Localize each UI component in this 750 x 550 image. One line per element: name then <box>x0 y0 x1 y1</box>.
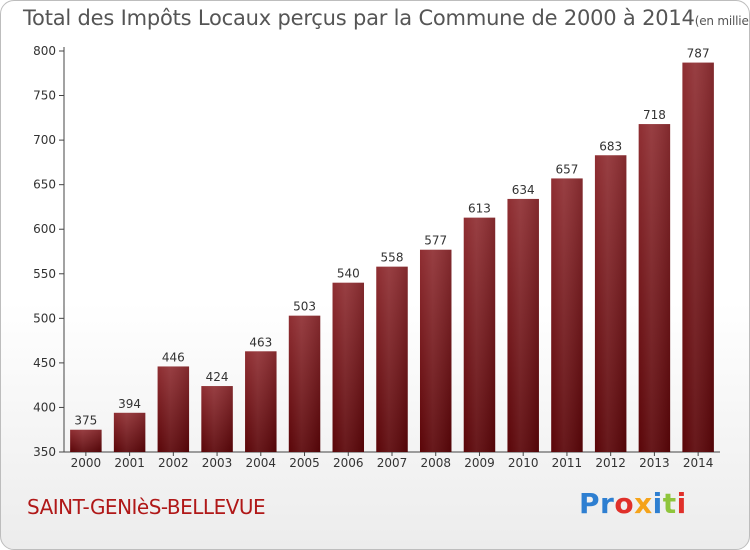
data-label: 424 <box>206 370 229 384</box>
x-tick-label: 2009 <box>464 456 495 470</box>
x-tick-label: 2006 <box>333 456 364 470</box>
y-tick-label: 800 <box>33 44 56 58</box>
data-label: 787 <box>687 47 710 61</box>
x-tick-label: 2004 <box>246 456 277 470</box>
data-label: 446 <box>162 350 185 364</box>
data-label: 613 <box>468 202 491 216</box>
x-tick-label: 2012 <box>595 456 626 470</box>
data-label: 657 <box>555 162 578 176</box>
data-label: 463 <box>249 335 272 349</box>
data-label: 718 <box>643 108 666 122</box>
bar-shading <box>682 62 714 453</box>
chart-title: Total des Impôts Locaux perçus par la Co… <box>23 6 749 30</box>
bar-shading <box>201 386 233 452</box>
data-label: 577 <box>424 234 447 248</box>
y-tick-label: 400 <box>33 400 56 414</box>
bar-shading <box>551 178 583 452</box>
chart-labels: 2000 375 2001 394 2002 446 2003 424 2004 463 2005 5… <box>71 47 714 470</box>
y-tick-label: 500 <box>33 311 56 325</box>
x-tick-label: 2013 <box>639 456 670 470</box>
bar-shading <box>594 155 627 452</box>
x-tick-label: 2008 <box>420 456 451 470</box>
chart-bars <box>70 62 714 453</box>
x-tick-label: 2014 <box>683 456 714 470</box>
bar-shading <box>288 315 321 452</box>
y-tick-label: 650 <box>33 178 56 192</box>
data-label: 558 <box>381 251 404 265</box>
bar-shading <box>463 217 496 452</box>
data-label: 375 <box>74 414 97 428</box>
x-tick-label: 2011 <box>552 456 583 470</box>
y-tick-label: 750 <box>33 89 56 103</box>
chart-title-text: Total des Impôts Locaux perçus par la Co… <box>23 6 695 30</box>
chart-axes: 350 400 450 500 550 600 650 700 750 800 <box>33 44 720 459</box>
logo-part: Pr <box>579 487 615 520</box>
bar-shading <box>245 351 277 452</box>
logo-part: i <box>652 487 663 520</box>
bar-shading <box>332 282 365 452</box>
data-label: 634 <box>512 183 535 197</box>
data-label: 503 <box>293 300 316 314</box>
logo-part: x <box>634 487 653 520</box>
logo-part: i <box>676 487 687 520</box>
y-tick-label: 600 <box>33 222 56 236</box>
bar-shading <box>419 249 452 452</box>
y-tick-label: 350 <box>33 445 56 459</box>
x-tick-label: 2001 <box>114 456 145 470</box>
bar-shading <box>507 198 539 452</box>
commune-name: SAINT-GENIèS-BELLEVUE <box>27 495 266 519</box>
x-tick-label: 2000 <box>71 456 102 470</box>
x-tick-label: 2005 <box>289 456 320 470</box>
logo-part: t <box>662 487 677 520</box>
x-tick-label: 2010 <box>508 456 539 470</box>
bar-shading <box>376 266 408 452</box>
y-tick-label: 700 <box>33 133 56 147</box>
bar-shading <box>113 412 146 452</box>
data-label: 683 <box>599 139 622 153</box>
data-label: 540 <box>337 267 360 281</box>
logo-part: o <box>614 487 635 520</box>
y-tick-label: 550 <box>33 267 56 281</box>
data-label: 394 <box>118 397 141 411</box>
bar-shading <box>638 124 671 453</box>
x-tick-label: 2002 <box>158 456 189 470</box>
proxiti-logo: Proxiti <box>579 487 687 520</box>
bar-shading <box>157 366 190 452</box>
chart-title-unit: (en milliers d'€) <box>694 14 749 28</box>
y-tick-label: 450 <box>33 356 56 370</box>
x-tick-label: 2007 <box>377 456 408 470</box>
x-tick-label: 2003 <box>202 456 233 470</box>
bar-shading <box>70 429 102 452</box>
